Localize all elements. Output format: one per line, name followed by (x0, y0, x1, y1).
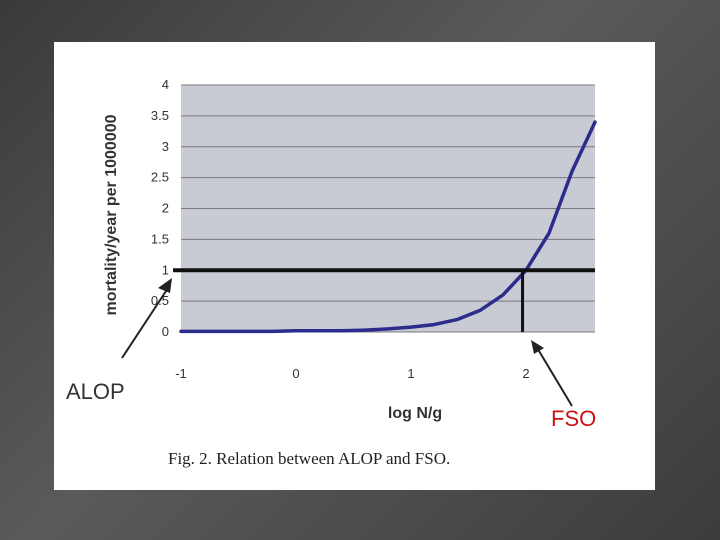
y-tick-label: 4 (162, 77, 169, 92)
y-tick-label: 1.5 (151, 231, 169, 246)
y-tick-label: 2 (162, 201, 169, 216)
y-tick-label: 2.5 (151, 170, 169, 185)
fso-arrow (535, 345, 573, 407)
x-tick-label: 0 (292, 366, 299, 381)
x-tick-label: 1 (407, 366, 414, 381)
figure-caption: Fig. 2. Relation between ALOP and FSO. (168, 449, 450, 468)
threshold-layer (173, 268, 595, 332)
y-tick-label: 3 (162, 139, 169, 154)
y-axis-title: mortality/year per 1000000 (103, 114, 120, 315)
x-tick-labels: -1 0 1 2 (175, 366, 529, 381)
y-tick-label: 1 (162, 262, 169, 277)
x-tick-label: 2 (522, 366, 529, 381)
y-tick-label: 0 (162, 324, 169, 339)
alop-arrowhead (158, 278, 172, 293)
x-tick-label: -1 (175, 366, 187, 381)
y-tick-label: 3.5 (151, 108, 169, 123)
alop-label: ALOP (66, 379, 125, 404)
x-axis-title: log N/g (388, 405, 442, 422)
alop-arrow (121, 284, 171, 359)
fso-arrowhead (531, 340, 544, 354)
fso-label: FSO (551, 406, 596, 431)
